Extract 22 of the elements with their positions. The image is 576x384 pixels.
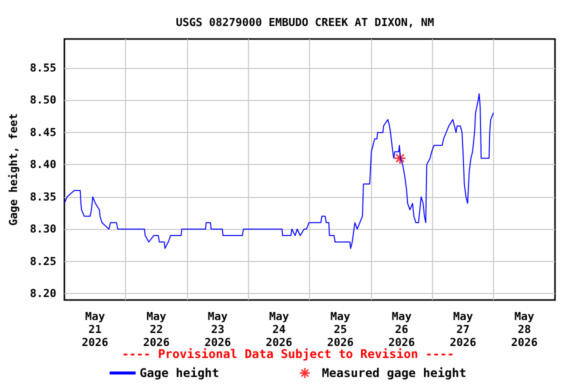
y-axis-title: Gage height, feet <box>7 113 20 226</box>
line-series <box>64 93 494 249</box>
x-tick-label: May 28 2026 <box>511 310 538 349</box>
x-tick-label: May 22 2026 <box>143 310 170 349</box>
y-tick-label: 8.30 <box>30 222 56 236</box>
x-tick-label: May 27 2026 <box>450 310 477 349</box>
text: ---- Provisional Data Subject to Revision ---- <box>122 347 454 361</box>
x-tick-label: May 24 2026 <box>266 310 293 349</box>
x-tick-label: May 23 2026 <box>204 310 232 349</box>
y-tick-label: 8.45 <box>30 126 56 139</box>
x-tick-label: May 21 2026 <box>82 310 109 349</box>
y-tick-label: 8.50 <box>30 94 56 107</box>
chart-title: USGS 08279000 EMBUDO CREEK AT DIXON, NM <box>176 16 435 29</box>
y-tick-label: 8.35 <box>30 190 56 204</box>
y-tick-label: 8.40 <box>30 158 56 172</box>
x-tick-label: May 26 2026 <box>388 310 416 349</box>
y-tick-label: 8.25 <box>30 254 56 268</box>
legend-label: Gage height <box>140 366 220 380</box>
y-tick-label: 8.20 <box>30 287 56 300</box>
x-tick-label: May 25 2026 <box>327 310 354 349</box>
legend-label: Measured gage height <box>322 366 466 380</box>
y-tick-label: 8.55 <box>30 62 56 74</box>
